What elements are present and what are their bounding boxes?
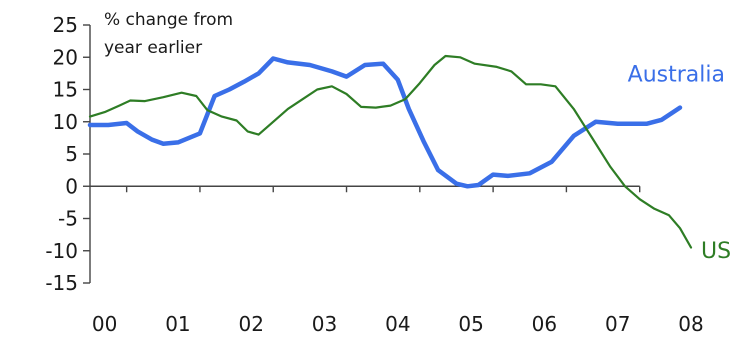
series-line-australia [87, 56, 683, 189]
series-labels: Australia US [628, 62, 731, 263]
x-tick-label: 01 [165, 312, 190, 336]
x-tick-label: 03 [312, 312, 337, 336]
x-tick-label: 07 [605, 312, 630, 336]
x-tick-label: 05 [458, 312, 483, 336]
x-tick-label: 00 [92, 312, 117, 336]
x-axis-ticks: 00 01 02 03 04 05 06 07 08 [92, 186, 704, 336]
unit-label-line-2: year earlier [104, 38, 202, 58]
unit-label-line-1: % change from [104, 10, 233, 30]
y-tick-label: -10 [45, 239, 78, 263]
y-tick-label: 20 [53, 45, 78, 69]
y-tick-label: 10 [53, 110, 78, 134]
y-axis-ticks: 25 20 15 10 5 0 -5 -10 -15 [45, 13, 90, 295]
y-tick-label: 5 [65, 142, 78, 166]
series-label-us: US [701, 239, 731, 264]
x-tick-label: 04 [385, 312, 410, 336]
x-tick-label: 08 [678, 312, 703, 336]
series-label-australia: Australia [628, 62, 725, 87]
series-layer [87, 54, 693, 249]
y-tick-label: 0 [65, 174, 78, 198]
x-tick-label: 06 [532, 312, 557, 336]
series-line-us [88, 54, 693, 249]
y-tick-label: 25 [53, 13, 78, 37]
y-tick-label: -5 [58, 207, 78, 231]
x-tick-label: 02 [239, 312, 264, 336]
y-tick-label: -15 [45, 271, 78, 295]
y-tick-label: 15 [53, 78, 78, 102]
y-axis-unit-label: % change from year earlier [104, 10, 233, 58]
